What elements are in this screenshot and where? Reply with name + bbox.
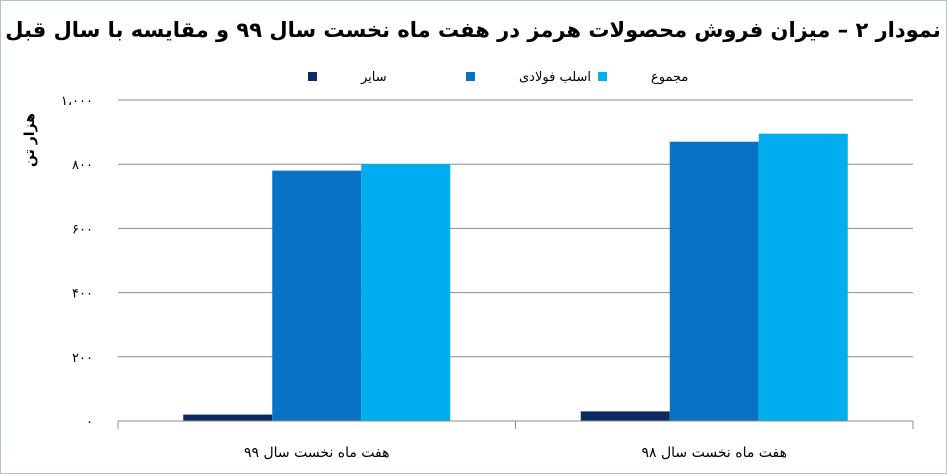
bar — [183, 414, 273, 421]
y-axis-label: هزار تن — [22, 113, 38, 167]
legend: سایر اسلب فولادی مجموع — [308, 70, 688, 85]
legend-swatch — [466, 72, 475, 81]
bar — [669, 141, 759, 422]
legend-label: اسلب فولادی — [519, 70, 591, 85]
legend-label: سایر — [360, 70, 387, 85]
y-tick-label: ۶۰۰ — [72, 222, 93, 237]
legend-swatch — [308, 72, 317, 81]
bars — [183, 133, 848, 422]
y-tick-label: ۸۰۰ — [72, 158, 93, 173]
legend-label: مجموع — [651, 70, 688, 85]
y-tick-label: ۰ — [86, 415, 93, 430]
legend-swatch — [598, 72, 607, 81]
bar — [361, 164, 451, 421]
y-tick-label: ۲۰۰ — [72, 351, 93, 366]
bar — [758, 133, 848, 421]
x-axis: هفت ماه نخست سال ۹۹ هفت ماه نخست سال ۹۸ — [117, 420, 914, 461]
chart-title: نمودار ۲ – میزان فروش محصولات هرمز در هف… — [5, 18, 941, 42]
x-tick-label: هفت ماه نخست سال ۹۹ — [244, 445, 390, 461]
y-tick-label: ۴۰۰ — [72, 287, 93, 302]
x-tick-label: هفت ماه نخست سال ۹۸ — [642, 445, 788, 461]
y-tick-label: ۱،۰۰۰ — [61, 94, 93, 109]
bar — [272, 170, 362, 421]
bar — [580, 411, 670, 421]
y-axis-ticks: ۰ ۲۰۰ ۴۰۰ ۶۰۰ ۸۰۰ ۱،۰۰۰ — [61, 94, 93, 430]
